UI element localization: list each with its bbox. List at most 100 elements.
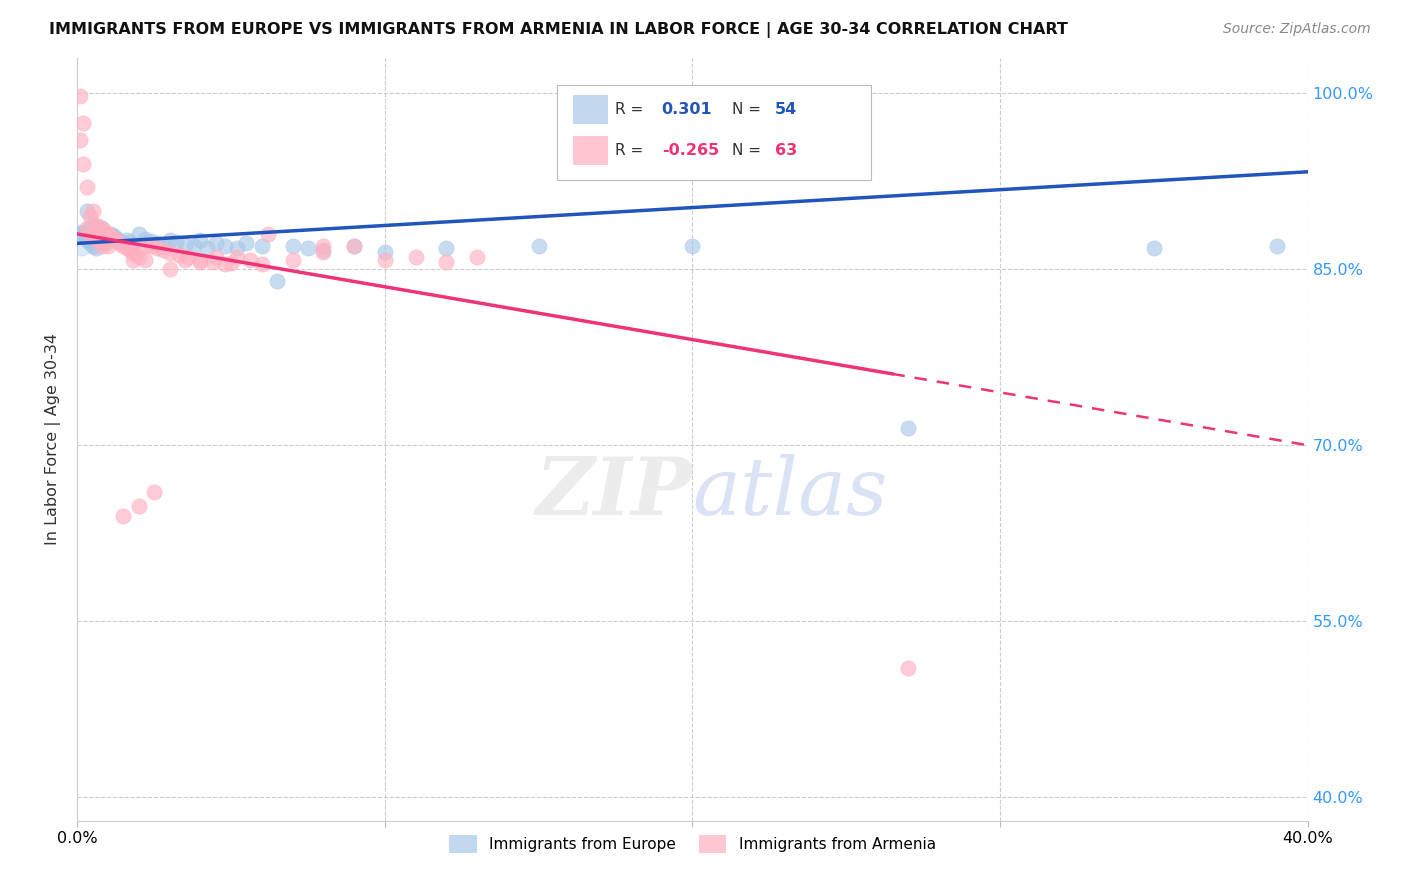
Point — [159, 245, 181, 260]
Point — [527, 238, 550, 252]
Point — [69, 227, 91, 241]
Point — [250, 258, 273, 272]
Point — [110, 234, 132, 248]
Point — [72, 156, 94, 170]
Point — [76, 180, 98, 194]
Point — [69, 88, 91, 103]
Point — [82, 238, 104, 252]
Point — [239, 252, 262, 267]
Point — [214, 238, 236, 252]
Point — [105, 234, 128, 248]
Point — [112, 508, 135, 523]
Point — [195, 241, 218, 255]
Point — [134, 232, 156, 246]
Point — [90, 221, 114, 235]
Text: R =: R = — [614, 143, 648, 158]
Text: 0.301: 0.301 — [662, 103, 713, 118]
Point — [97, 238, 120, 252]
Y-axis label: In Labor Force | Age 30-34: In Labor Force | Age 30-34 — [45, 334, 62, 545]
Text: IMMIGRANTS FROM EUROPE VS IMMIGRANTS FROM ARMENIA IN LABOR FORCE | AGE 30-34 COR: IMMIGRANTS FROM EUROPE VS IMMIGRANTS FRO… — [49, 22, 1069, 38]
Text: 54: 54 — [775, 103, 797, 118]
Legend: Immigrants from Europe, Immigrants from Armenia: Immigrants from Europe, Immigrants from … — [443, 829, 942, 859]
Point — [183, 238, 205, 252]
Point — [76, 233, 98, 247]
Point — [281, 238, 304, 252]
Point — [167, 248, 190, 262]
Point — [134, 252, 156, 267]
Point — [188, 255, 212, 269]
Point — [436, 255, 458, 269]
Point — [118, 235, 141, 250]
Point — [128, 251, 150, 265]
Point — [105, 232, 128, 246]
Point — [87, 234, 110, 248]
Point — [159, 233, 181, 247]
Point — [90, 236, 114, 251]
Point — [103, 232, 125, 246]
Point — [188, 233, 212, 247]
Point — [97, 232, 120, 246]
Text: Source: ZipAtlas.com: Source: ZipAtlas.com — [1223, 22, 1371, 37]
Point — [72, 115, 94, 129]
Point — [115, 233, 138, 247]
Point — [82, 229, 104, 244]
Point — [110, 236, 132, 251]
FancyBboxPatch shape — [557, 85, 870, 180]
Point — [94, 229, 117, 244]
Point — [143, 485, 166, 500]
Point — [118, 244, 141, 258]
Point — [69, 133, 91, 147]
Point — [79, 227, 101, 241]
Point — [79, 236, 101, 251]
Point — [897, 420, 920, 434]
Point — [87, 219, 110, 234]
Point — [82, 203, 104, 218]
Point — [174, 252, 197, 267]
Point — [226, 251, 249, 265]
Point — [214, 258, 236, 272]
Point — [84, 229, 107, 244]
Point — [121, 252, 143, 267]
Point — [177, 251, 200, 265]
Point — [97, 227, 120, 241]
Point — [115, 241, 138, 255]
Point — [152, 244, 174, 258]
Point — [374, 252, 396, 267]
Point — [343, 238, 366, 252]
Point — [84, 218, 107, 232]
Point — [82, 218, 104, 232]
Point — [141, 238, 163, 252]
Point — [100, 227, 122, 241]
Point — [72, 229, 94, 244]
Point — [159, 262, 181, 277]
Point — [90, 238, 114, 252]
Text: 63: 63 — [775, 143, 797, 158]
Point — [266, 274, 288, 288]
Point — [235, 236, 257, 251]
Text: R =: R = — [614, 103, 648, 118]
Text: N =: N = — [733, 103, 766, 118]
Point — [281, 252, 304, 267]
Point — [152, 238, 174, 252]
Point — [125, 248, 148, 262]
Point — [87, 232, 110, 246]
Point — [312, 238, 335, 252]
Point — [94, 225, 117, 239]
Point — [297, 241, 319, 255]
Point — [121, 245, 143, 260]
Point — [374, 244, 396, 259]
Point — [897, 661, 920, 675]
Point — [165, 235, 187, 250]
Text: atlas: atlas — [693, 454, 887, 532]
Text: N =: N = — [733, 143, 766, 158]
FancyBboxPatch shape — [574, 95, 607, 124]
Point — [141, 234, 163, 248]
Point — [94, 236, 117, 251]
Point — [219, 256, 242, 270]
Point — [79, 221, 101, 235]
Point — [343, 238, 366, 252]
Point — [682, 238, 704, 252]
Point — [174, 237, 197, 252]
Point — [84, 232, 107, 246]
Point — [103, 229, 125, 244]
